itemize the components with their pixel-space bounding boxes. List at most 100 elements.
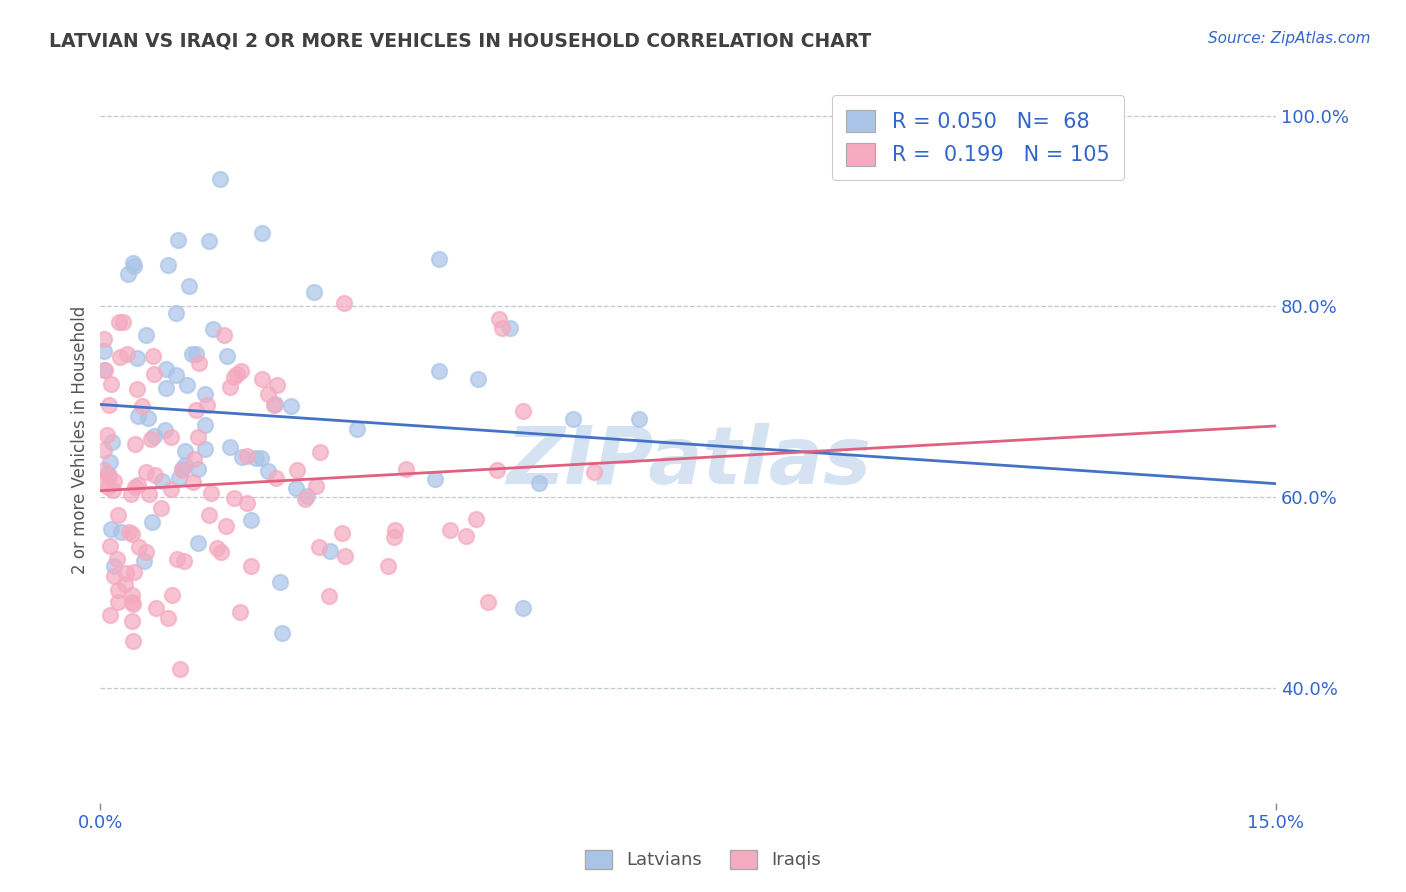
Point bbox=[332, 526, 354, 541]
Point bbox=[212, 328, 235, 343]
Point bbox=[236, 449, 259, 463]
Point bbox=[187, 462, 209, 476]
Point bbox=[93, 442, 115, 457]
Point bbox=[128, 540, 150, 554]
Point bbox=[93, 362, 115, 376]
Point bbox=[127, 409, 149, 423]
Point bbox=[103, 559, 125, 574]
Point bbox=[488, 311, 510, 326]
Point bbox=[582, 465, 605, 479]
Point bbox=[122, 634, 145, 648]
Point bbox=[174, 458, 197, 473]
Point bbox=[136, 410, 159, 425]
Point bbox=[167, 471, 190, 485]
Point bbox=[124, 436, 146, 450]
Point bbox=[100, 377, 122, 392]
Point bbox=[98, 539, 121, 553]
Point bbox=[423, 472, 446, 486]
Point bbox=[138, 487, 160, 501]
Point bbox=[118, 525, 141, 540]
Point bbox=[294, 491, 316, 506]
Point bbox=[174, 444, 197, 458]
Point bbox=[97, 480, 120, 494]
Point bbox=[166, 552, 188, 566]
Point bbox=[215, 518, 238, 533]
Point bbox=[429, 252, 451, 266]
Point bbox=[93, 473, 115, 487]
Point bbox=[93, 344, 115, 359]
Point bbox=[302, 285, 325, 299]
Point bbox=[240, 513, 263, 527]
Point bbox=[377, 558, 399, 573]
Point bbox=[107, 508, 129, 522]
Point bbox=[257, 387, 280, 401]
Point bbox=[198, 234, 221, 248]
Point bbox=[114, 566, 136, 581]
Point bbox=[142, 428, 165, 442]
Point bbox=[318, 589, 340, 603]
Point bbox=[205, 541, 228, 556]
Point bbox=[110, 525, 132, 540]
Point bbox=[101, 483, 124, 497]
Point bbox=[266, 377, 288, 392]
Point bbox=[139, 432, 162, 446]
Point bbox=[115, 347, 138, 361]
Point bbox=[169, 662, 191, 676]
Point bbox=[188, 355, 211, 369]
Point bbox=[395, 462, 418, 476]
Point bbox=[218, 440, 240, 454]
Point bbox=[627, 411, 650, 425]
Point bbox=[183, 475, 205, 489]
Point bbox=[105, 552, 128, 566]
Point bbox=[319, 544, 342, 558]
Point bbox=[477, 595, 499, 609]
Point bbox=[121, 588, 143, 602]
Point bbox=[117, 267, 139, 281]
Point bbox=[382, 530, 405, 544]
Point bbox=[184, 347, 207, 361]
Point bbox=[173, 554, 195, 568]
Point bbox=[135, 327, 157, 342]
Point bbox=[198, 508, 221, 522]
Text: Source: ZipAtlas.com: Source: ZipAtlas.com bbox=[1208, 31, 1371, 46]
Point bbox=[121, 527, 143, 541]
Point bbox=[295, 490, 318, 504]
Point bbox=[280, 399, 302, 413]
Point bbox=[124, 480, 146, 494]
Point bbox=[235, 496, 257, 510]
Point bbox=[122, 259, 145, 273]
Point bbox=[93, 463, 115, 477]
Point bbox=[127, 478, 149, 492]
Point bbox=[184, 402, 207, 417]
Y-axis label: 2 or more Vehicles in Household: 2 or more Vehicles in Household bbox=[72, 306, 89, 574]
Point bbox=[120, 487, 142, 501]
Point bbox=[98, 455, 121, 469]
Point bbox=[512, 600, 534, 615]
Point bbox=[180, 346, 202, 360]
Point bbox=[252, 226, 274, 240]
Point bbox=[225, 367, 247, 381]
Point bbox=[215, 349, 238, 363]
Point bbox=[96, 428, 118, 442]
Point bbox=[200, 486, 222, 500]
Point bbox=[249, 450, 271, 465]
Point bbox=[107, 595, 129, 609]
Point bbox=[529, 476, 551, 491]
Point bbox=[264, 471, 287, 485]
Point bbox=[156, 611, 179, 625]
Point bbox=[134, 554, 156, 568]
Point bbox=[162, 589, 184, 603]
Point bbox=[308, 540, 330, 554]
Point bbox=[150, 501, 173, 516]
Point bbox=[97, 467, 120, 482]
Point bbox=[187, 430, 209, 444]
Text: LATVIAN VS IRAQI 2 OR MORE VEHICLES IN HOUSEHOLD CORRELATION CHART: LATVIAN VS IRAQI 2 OR MORE VEHICLES IN H… bbox=[49, 31, 872, 50]
Point bbox=[122, 597, 145, 611]
Point bbox=[156, 258, 179, 272]
Point bbox=[332, 296, 354, 310]
Point bbox=[179, 278, 201, 293]
Point bbox=[270, 625, 292, 640]
Point bbox=[131, 399, 153, 413]
Point bbox=[439, 523, 461, 537]
Text: ZIPatlas: ZIPatlas bbox=[506, 423, 870, 500]
